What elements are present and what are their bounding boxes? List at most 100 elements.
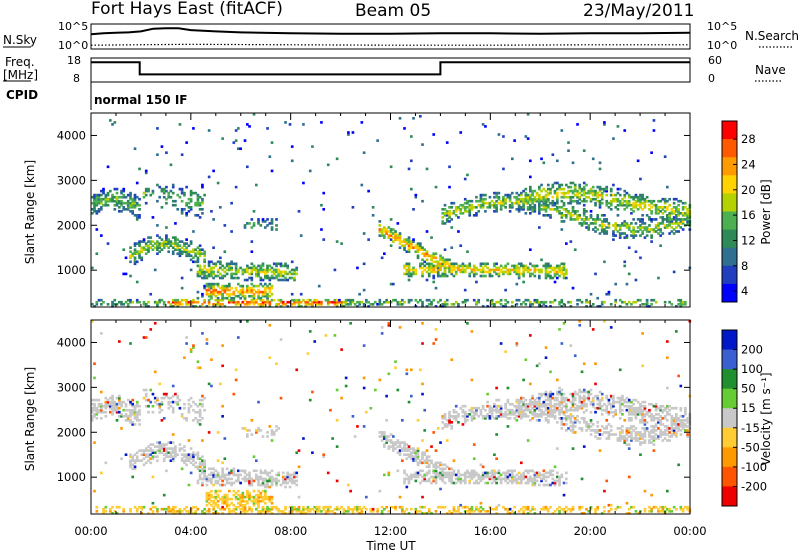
- scatter-cell: [288, 123, 292, 126]
- scatter-cell: [138, 216, 141, 219]
- scatter-cell: [558, 264, 561, 268]
- scatter-cell: [544, 398, 548, 402]
- scatter-cell: [189, 197, 193, 201]
- scatter-cell: [216, 505, 220, 509]
- scatter-cell: [603, 505, 606, 509]
- scatter-cell: [535, 268, 539, 272]
- scatter-cell: [407, 447, 411, 450]
- scatter-cell: [582, 197, 586, 201]
- scatter-cell: [493, 471, 496, 475]
- scatter-cell: [441, 222, 445, 225]
- scatter-cell: [434, 461, 438, 465]
- scatter-cell: [594, 191, 597, 195]
- scatter-cell: [432, 469, 436, 473]
- scatter-cell: [666, 216, 669, 219]
- scatter-cell: [454, 473, 458, 477]
- scatter-cell: [520, 413, 523, 416]
- scatter-cell: [156, 242, 159, 245]
- scatter-cell: [421, 262, 424, 266]
- scatter-cell: [506, 417, 510, 420]
- scatter-cell: [135, 510, 139, 513]
- scatter-cell: [459, 264, 463, 268]
- scatter-cell: [192, 451, 195, 455]
- scatter-cell: [571, 421, 575, 424]
- scatter-cell: [425, 305, 429, 308]
- scatter-cell: [427, 274, 431, 278]
- scatter-cell: [493, 469, 496, 473]
- scatter-cell: [196, 300, 200, 304]
- scatter-cell: [120, 402, 123, 406]
- scatter-cell: [259, 296, 263, 300]
- scatter-cell: [264, 282, 267, 286]
- scatter-cell: [506, 413, 510, 416]
- scatter-cell: [576, 216, 579, 219]
- scatter-cell: [650, 199, 653, 203]
- scatter-cell: [540, 203, 543, 207]
- scatter-cell: [147, 250, 150, 254]
- scatter-cell: [106, 400, 110, 404]
- scatter-cell: [228, 292, 231, 296]
- scatter-cell: [122, 415, 126, 418]
- scatter-cell: [522, 199, 525, 203]
- scatter-cell: [582, 181, 586, 185]
- scatter-cell: [118, 300, 121, 304]
- scatter-cell: [569, 417, 573, 420]
- scatter-cell: [470, 477, 474, 481]
- scatter-cell: [243, 499, 247, 503]
- scatter-cell: [513, 475, 516, 479]
- scatter-cell: [419, 469, 422, 473]
- scatter-cell: [556, 210, 559, 213]
- scatter-cell: [542, 264, 546, 268]
- scatter-cell: [176, 208, 180, 211]
- scatter-cell: [243, 294, 247, 298]
- scatter-cell: [286, 272, 290, 276]
- scatter-cell: [176, 400, 180, 404]
- scatter-cell: [196, 360, 200, 364]
- scatter-cell: [531, 406, 534, 410]
- scatter-cell: [544, 475, 548, 479]
- scatter-cell: [410, 244, 413, 248]
- scatter-cell: [459, 268, 463, 272]
- scatter-cell: [183, 250, 186, 254]
- scatter-cell: [520, 272, 523, 276]
- scatter-cell: [169, 305, 173, 308]
- scatter-cell: [486, 201, 489, 205]
- scatter-cell: [477, 510, 481, 513]
- scatter-cell: [221, 364, 224, 368]
- scatter-cell: [436, 272, 440, 276]
- scatter-cell: [484, 264, 487, 268]
- scatter-cell: [169, 404, 173, 408]
- scatter-cell: [308, 169, 312, 173]
- scatter-cell: [392, 505, 395, 509]
- scatter-cell: [576, 298, 579, 302]
- scatter-cell: [650, 210, 653, 213]
- scatter-cell: [526, 505, 530, 509]
- scatter-cell: [156, 445, 159, 448]
- scatter-cell: [201, 294, 204, 298]
- scatter-cell: [140, 507, 144, 511]
- scatter-cell: [598, 201, 602, 205]
- scatter-cell: [416, 244, 420, 248]
- scatter-cell: [517, 406, 521, 410]
- scatter-cell: [232, 493, 236, 497]
- scatter-cell: [488, 477, 492, 481]
- scatter-cell: [270, 286, 274, 290]
- scatter-cell: [268, 278, 272, 282]
- scatter-cell: [542, 400, 546, 404]
- scatter-cell: [596, 195, 600, 199]
- scatter-cell: [405, 270, 409, 274]
- scatter-cell: [207, 129, 211, 132]
- scatter-cell: [140, 248, 144, 252]
- scatter-cell: [677, 298, 680, 302]
- scatter-cell: [264, 300, 267, 304]
- scatter-cell: [450, 303, 454, 306]
- scatter-cell: [133, 147, 137, 151]
- scatter-cell: [205, 268, 209, 272]
- scatter-cell: [120, 210, 123, 213]
- scatter-cell: [124, 201, 128, 205]
- scatter-cell: [104, 505, 108, 509]
- scatter-cell: [169, 163, 173, 167]
- scatter-cell: [185, 336, 188, 339]
- scatter-cell: [210, 481, 213, 485]
- scatter-cell: [425, 465, 429, 469]
